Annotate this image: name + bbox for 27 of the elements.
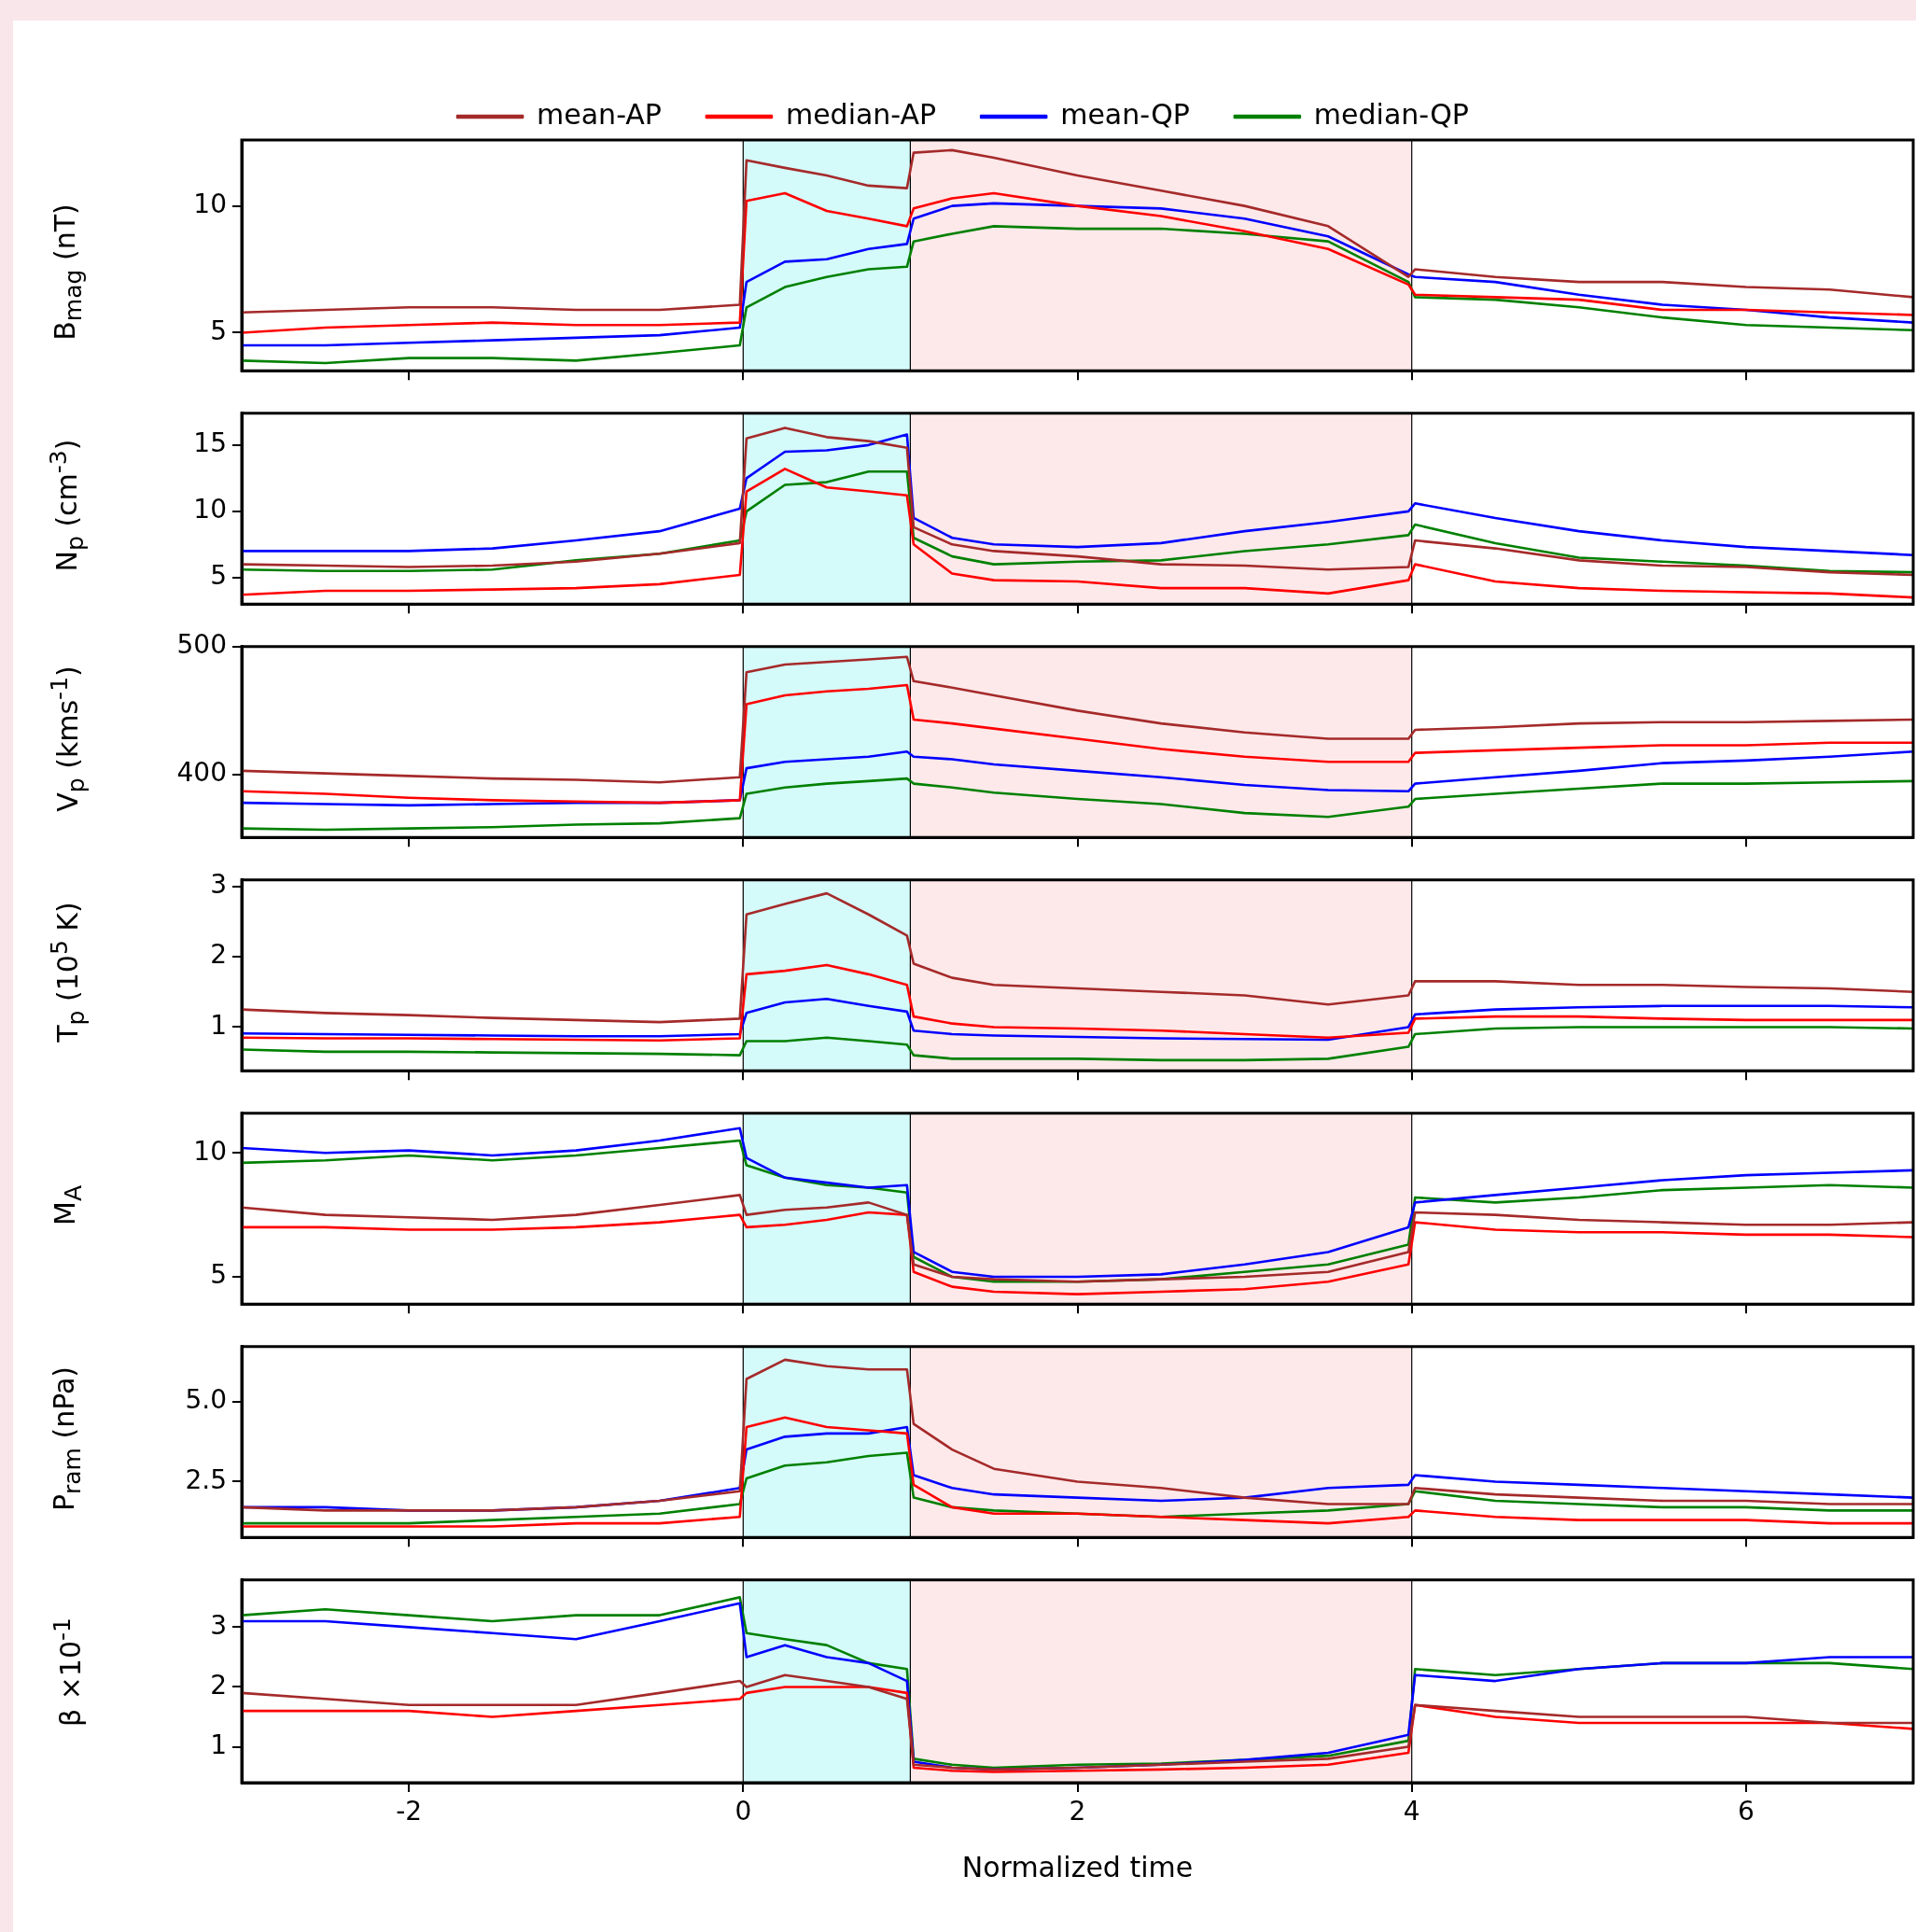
y-tick-label: 2 <box>210 939 227 971</box>
y-tick-label: 1 <box>210 1009 227 1041</box>
y-tick-label: 3 <box>210 1609 227 1641</box>
y-tick-label: 10 <box>193 494 227 525</box>
legend-label: mean-AP <box>537 97 662 131</box>
legend-label: median-QP <box>1313 97 1469 131</box>
y-tick-label: 10 <box>193 188 227 219</box>
x-axis-title: Normalized time <box>961 1850 1194 1883</box>
legend-label: mean-QP <box>1060 97 1190 131</box>
y-tick-label: 5 <box>210 560 227 592</box>
y-tick-label: 2.5 <box>185 1463 227 1495</box>
legend-label: median-AP <box>785 97 937 131</box>
y-tick-label: 3 <box>210 868 227 900</box>
y-tick-label: 5 <box>210 315 227 346</box>
x-tick-label: -2 <box>396 1796 423 1827</box>
y-tick-label: 500 <box>176 629 227 661</box>
y-tick-label: 400 <box>176 757 227 789</box>
y-tick-label: 10 <box>193 1135 227 1167</box>
x-tick-label: 0 <box>734 1796 752 1827</box>
x-tick-label: 6 <box>1737 1796 1755 1827</box>
y-tick-label: 15 <box>193 427 227 459</box>
y-tick-label: 2 <box>210 1669 227 1701</box>
x-tick-label: 4 <box>1403 1796 1420 1827</box>
y-tick-label: 1 <box>210 1729 227 1760</box>
y-tick-label: 5 <box>210 1259 227 1291</box>
x-tick-label: 2 <box>1069 1796 1086 1827</box>
y-tick-label: 5.0 <box>185 1383 227 1415</box>
